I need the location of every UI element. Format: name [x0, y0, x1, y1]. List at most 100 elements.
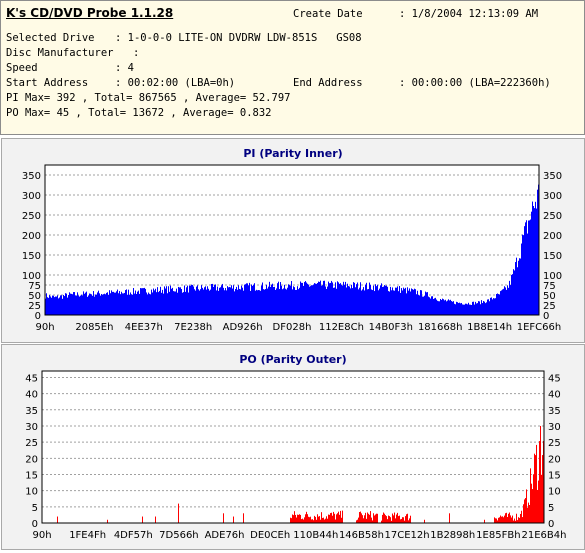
po-bar	[303, 519, 304, 523]
pi-bar	[516, 257, 517, 315]
po-bar	[376, 513, 377, 523]
pi-bar	[332, 282, 333, 315]
pi-bar	[527, 233, 528, 315]
pi-bar	[140, 288, 141, 315]
po-bar	[324, 519, 325, 523]
pi-summary: PI Max= 392 , Total= 867565 , Average= 5…	[6, 92, 291, 104]
pi-bar	[406, 293, 407, 315]
pi-bar	[529, 220, 530, 315]
pi-bar	[196, 286, 197, 315]
pi-x-tick-label: 90h	[35, 322, 54, 333]
pi-bar	[90, 293, 91, 315]
pi-bar	[156, 292, 157, 315]
pi-bar	[455, 304, 456, 315]
pi-y-tick-label-right: 75	[543, 281, 556, 292]
po-bar	[342, 510, 343, 523]
po-bar	[356, 520, 357, 523]
po-bar	[503, 517, 504, 523]
po-bar	[296, 517, 297, 523]
po-bar	[374, 515, 375, 523]
pi-bar	[214, 284, 215, 315]
pi-y-tick-label-left: 25	[28, 301, 41, 312]
po-bar	[410, 515, 411, 523]
pi-bar	[202, 287, 203, 315]
pi-bar	[496, 294, 497, 315]
pi-bar	[163, 293, 164, 315]
pi-bar	[122, 293, 123, 315]
pi-bar	[249, 282, 250, 315]
pi-bar	[379, 288, 380, 315]
po-bar	[527, 507, 528, 523]
pi-bar	[360, 282, 361, 315]
pi-x-tick-label: AD926h	[223, 322, 263, 333]
pi-bar	[365, 284, 366, 315]
po-bar	[312, 519, 313, 523]
pi-bar	[414, 288, 415, 315]
pi-bar	[403, 287, 404, 315]
po-bar	[243, 513, 244, 523]
po-bar	[531, 483, 532, 523]
pi-bar	[160, 286, 161, 315]
pi-bar	[119, 291, 120, 315]
pi-bar	[322, 285, 323, 315]
pi-bar	[105, 294, 106, 315]
pi-bar	[91, 294, 92, 315]
pi-bar	[420, 290, 421, 315]
pi-bar	[250, 290, 251, 315]
po-bar	[291, 518, 292, 523]
pi-bar	[58, 298, 59, 315]
pi-bar	[129, 294, 130, 315]
pi-bar	[246, 283, 247, 315]
pi-bar	[220, 287, 221, 315]
pi-bar	[131, 294, 132, 315]
pi-bar	[288, 284, 289, 315]
pi-bar	[479, 301, 480, 315]
po-bar	[362, 515, 363, 523]
po-bar	[308, 516, 309, 523]
pi-bar	[454, 303, 455, 315]
pi-bar	[335, 282, 336, 315]
po-plot-border	[41, 370, 545, 524]
pi-bar	[445, 299, 446, 315]
pi-bar	[519, 258, 520, 315]
pi-bar	[218, 290, 219, 315]
pi-bar	[361, 290, 362, 315]
pi-bar	[489, 301, 490, 315]
pi-bar	[285, 288, 286, 315]
pi-bar	[138, 290, 139, 315]
pi-bar	[350, 288, 351, 315]
po-y-tick-label-left: 0	[32, 519, 38, 530]
po-bar	[401, 518, 402, 523]
pi-bar	[338, 282, 339, 315]
pi-bar	[266, 284, 267, 315]
pi-bar	[329, 283, 330, 315]
pi-bar	[357, 282, 358, 315]
pi-bar	[290, 285, 291, 315]
po-x-tick-label: 1E85FBh	[476, 530, 520, 541]
po-bar	[519, 517, 520, 523]
pi-bar	[245, 284, 246, 315]
po-bar	[318, 516, 319, 523]
pi-bar	[303, 285, 304, 315]
po-bar	[317, 514, 318, 523]
pi-x-tick-label: 2085Eh	[75, 322, 113, 333]
po-bar	[322, 517, 323, 523]
pi-bar	[345, 281, 346, 315]
pi-bar	[126, 289, 127, 315]
pi-bar	[450, 299, 451, 315]
disc-manufacturer-label: Disc Manufacturer	[6, 47, 114, 59]
pi-bar	[169, 291, 170, 315]
pi-bar	[118, 293, 119, 315]
pi-bar	[97, 292, 98, 315]
po-bar	[534, 453, 535, 523]
pi-bar	[456, 301, 457, 315]
pi-bar	[313, 284, 314, 315]
pi-bar	[474, 304, 475, 315]
pi-bar	[227, 286, 228, 315]
pi-bar	[367, 289, 368, 315]
pi-bar	[427, 292, 428, 315]
po-y-tick-label-left: 30	[25, 422, 38, 433]
pi-bar	[354, 282, 355, 315]
po-bar	[329, 514, 330, 523]
pi-bar	[85, 292, 86, 315]
